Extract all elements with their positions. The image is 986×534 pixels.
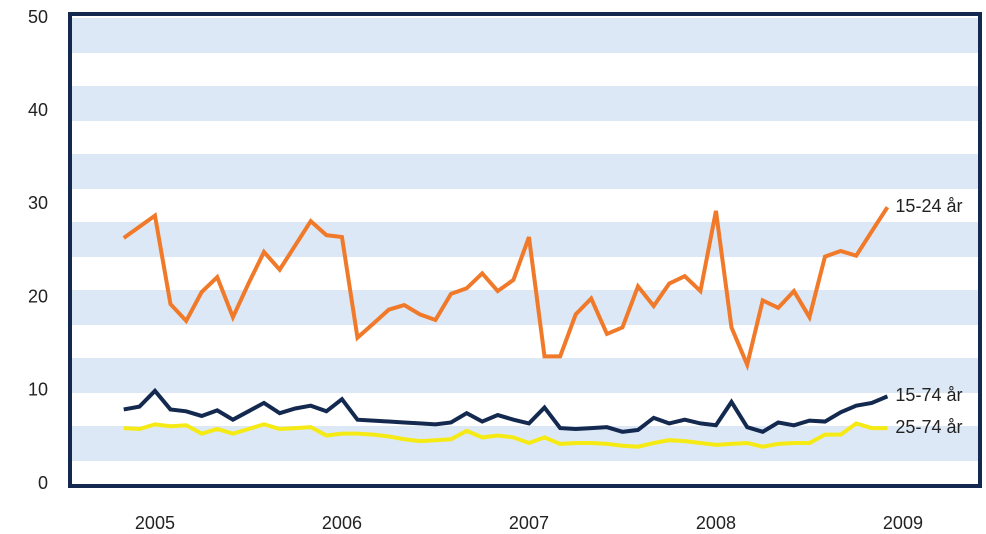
y-tick-label: 40 — [28, 100, 48, 120]
series-line — [123, 387, 889, 434]
x-tick-label: 2007 — [509, 513, 549, 533]
series-label: 25-74 år — [895, 417, 962, 437]
y-tick-label: 30 — [28, 193, 48, 213]
stripe — [70, 358, 980, 393]
series-label: 15-24 år — [895, 196, 962, 216]
y-tick-label: 0 — [38, 473, 48, 493]
stripe — [70, 86, 980, 121]
series-line — [123, 421, 888, 449]
y-tick-label: 20 — [28, 286, 48, 306]
y-tick-label: 50 — [28, 7, 48, 27]
stripe — [70, 18, 980, 53]
x-tick-label: 2009 — [883, 513, 923, 533]
x-tick-label: 2008 — [696, 513, 736, 533]
background-stripes — [70, 18, 980, 461]
y-tick-label: 10 — [28, 380, 48, 400]
stripe — [70, 154, 980, 189]
series-label: 15-74 år — [895, 385, 962, 405]
x-tick-label: 2006 — [322, 513, 362, 533]
stripe — [70, 290, 980, 325]
series-line — [122, 206, 890, 372]
plot-frame — [68, 12, 982, 488]
x-tick-label: 2005 — [135, 513, 175, 533]
